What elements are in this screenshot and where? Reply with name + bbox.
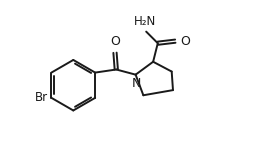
Text: N: N [131,77,141,90]
Text: O: O [180,35,190,48]
Text: Br: Br [35,91,48,104]
Text: O: O [110,35,120,48]
Text: H₂N: H₂N [134,15,156,28]
